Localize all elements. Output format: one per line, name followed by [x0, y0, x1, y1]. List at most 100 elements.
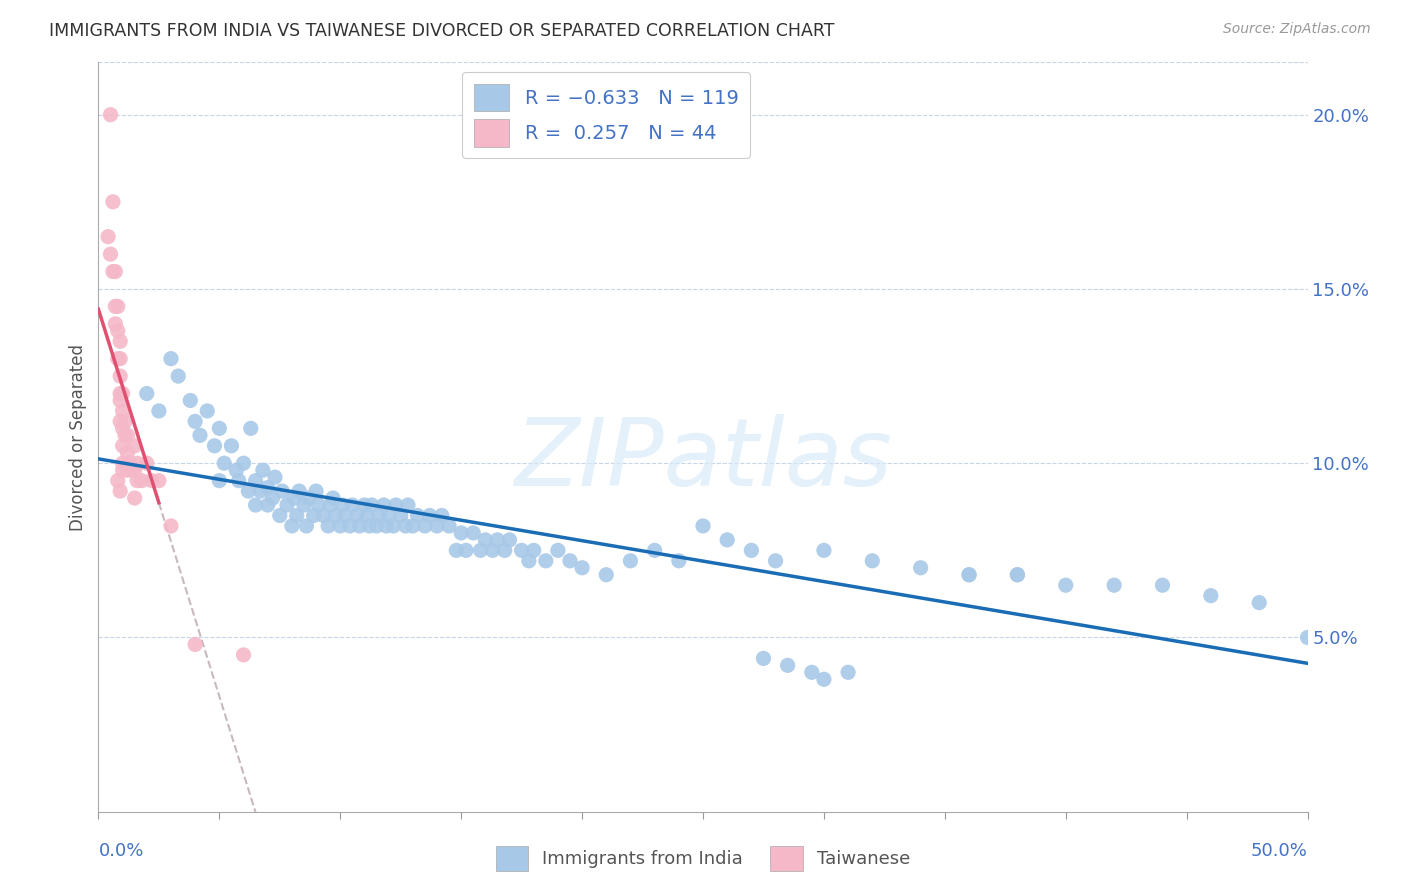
Point — [498, 533, 520, 547]
Point — [333, 508, 356, 523]
Point — [111, 439, 134, 453]
Point — [595, 567, 617, 582]
Legend: R = −0.633   N = 119, R =  0.257   N = 44: R = −0.633 N = 119, R = 0.257 N = 44 — [463, 72, 751, 158]
Point — [107, 324, 129, 338]
Point — [117, 428, 139, 442]
Point — [292, 498, 315, 512]
Point — [1296, 631, 1319, 645]
Point — [276, 498, 298, 512]
Point — [385, 498, 408, 512]
Point — [353, 498, 375, 512]
Point — [373, 498, 395, 512]
Point — [118, 456, 141, 470]
Point — [740, 543, 762, 558]
Point — [312, 508, 335, 523]
Point — [523, 543, 546, 558]
Point — [322, 491, 344, 505]
Point — [1007, 567, 1029, 582]
Point — [160, 351, 183, 366]
Point — [346, 508, 368, 523]
Point — [342, 498, 364, 512]
Point — [558, 554, 581, 568]
Point — [765, 554, 787, 568]
Point — [377, 508, 399, 523]
Point — [1249, 596, 1271, 610]
Point — [238, 484, 260, 499]
Point — [281, 519, 304, 533]
Point — [1007, 567, 1029, 582]
Point — [517, 554, 540, 568]
Point — [359, 519, 381, 533]
Point — [716, 533, 738, 547]
Point — [114, 428, 136, 442]
Point — [101, 264, 124, 278]
Point — [111, 463, 134, 477]
Point — [368, 508, 391, 523]
Point — [1152, 578, 1174, 592]
Point — [419, 508, 441, 523]
Point — [104, 264, 127, 278]
Point — [486, 533, 509, 547]
Point — [160, 519, 183, 533]
Point — [114, 414, 136, 428]
Point — [406, 508, 429, 523]
Point — [208, 474, 231, 488]
Point — [668, 554, 690, 568]
Point — [239, 421, 262, 435]
Point — [271, 484, 294, 499]
Point — [111, 456, 134, 470]
Point — [454, 543, 477, 558]
Point — [510, 543, 533, 558]
Point — [148, 474, 170, 488]
Point — [285, 508, 308, 523]
Point — [107, 351, 129, 366]
Point — [356, 508, 378, 523]
Point — [957, 567, 980, 582]
Point — [349, 519, 371, 533]
Point — [107, 299, 129, 313]
Point — [813, 543, 835, 558]
Point — [124, 463, 146, 477]
Point — [837, 665, 859, 680]
Point — [366, 519, 388, 533]
Point — [127, 474, 149, 488]
Point — [470, 543, 492, 558]
Point — [225, 463, 247, 477]
Text: 0.0%: 0.0% — [98, 842, 143, 860]
Point — [131, 474, 153, 488]
Point — [148, 404, 170, 418]
Point — [127, 456, 149, 470]
Point — [108, 414, 131, 428]
Point — [776, 658, 799, 673]
Point — [302, 508, 325, 523]
Point — [111, 386, 134, 401]
Point — [402, 519, 425, 533]
Point — [494, 543, 516, 558]
Point — [256, 481, 278, 495]
Point — [100, 108, 122, 122]
Point — [252, 463, 274, 477]
Point — [228, 474, 250, 488]
Point — [692, 519, 714, 533]
Point — [329, 519, 352, 533]
Point — [245, 474, 267, 488]
Point — [305, 484, 328, 499]
Point — [800, 665, 823, 680]
Text: 50.0%: 50.0% — [1251, 842, 1308, 860]
Point — [319, 498, 342, 512]
Point — [316, 519, 339, 533]
Point — [121, 463, 143, 477]
Point — [104, 299, 127, 313]
Point — [232, 648, 254, 662]
Point — [204, 439, 226, 453]
Point — [108, 351, 131, 366]
Point — [394, 519, 416, 533]
Point — [208, 421, 231, 435]
Point — [644, 543, 666, 558]
Point — [547, 543, 569, 558]
Point — [308, 498, 330, 512]
Point — [101, 194, 124, 209]
Point — [167, 369, 190, 384]
Point — [221, 439, 243, 453]
Point — [232, 456, 254, 470]
